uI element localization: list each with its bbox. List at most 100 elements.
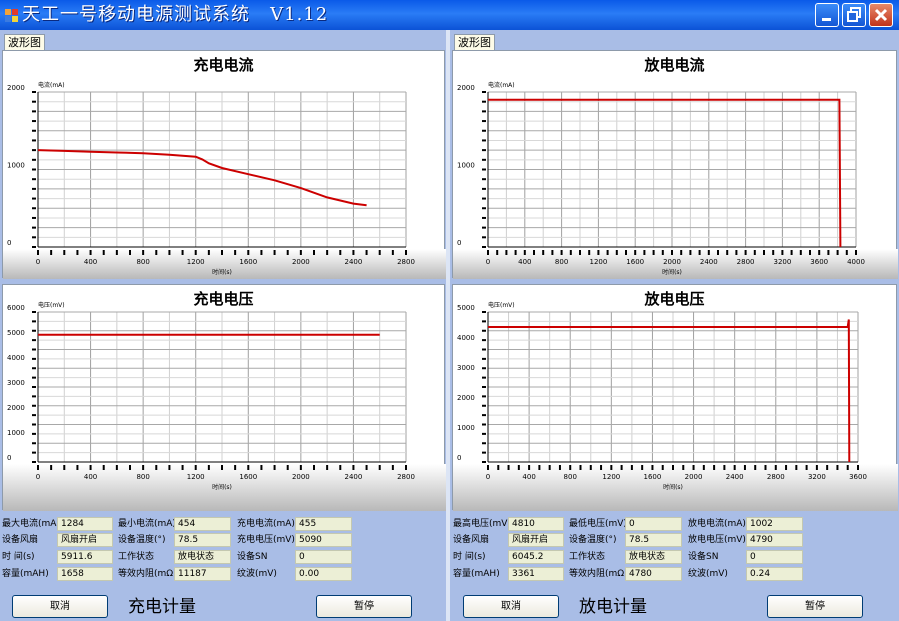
info-label: 最小电流(mA)	[118, 519, 176, 529]
x-tick-label: 1200	[589, 258, 607, 266]
info-value: 4810	[508, 517, 564, 531]
y-tick-label: 2000	[457, 84, 475, 92]
x-tick-label: 2800	[737, 258, 755, 266]
battery-app-icon	[5, 9, 18, 22]
info-label: 最低电压(mV)	[569, 519, 627, 529]
discharge-pause-button[interactable]: 暂停	[767, 595, 863, 618]
info-value: 0.00	[295, 567, 352, 581]
title-bar[interactable]: 天工一号移动电源测试系统 V1.12	[0, 0, 899, 30]
y-tick-label: 6000	[7, 304, 25, 312]
info-value: 放电状态	[174, 550, 231, 564]
info-label: 设备温度(°)	[118, 535, 166, 545]
x-tick-label: 0	[486, 473, 490, 481]
info-label: 最高电压(mV)	[453, 519, 511, 529]
y-axis-label: 电流(mA)	[488, 81, 515, 89]
x-axis-label: 时间(s)	[662, 268, 682, 276]
charge-cancel-button[interactable]: 取消	[12, 595, 108, 618]
y-tick-label: 2000	[7, 84, 25, 92]
x-axis-label: 时间(s)	[212, 268, 232, 276]
chart-title: 放电电流	[644, 56, 705, 74]
x-axis-label: 时间(s)	[212, 483, 232, 491]
tab-waveform[interactable]: 波形图	[4, 34, 45, 51]
y-axis-label: 电压(mV)	[38, 301, 65, 309]
x-tick-label: 1200	[187, 258, 205, 266]
info-label: 设备SN	[688, 552, 719, 562]
info-value: 1002	[746, 517, 803, 531]
x-tick-label: 1600	[239, 258, 257, 266]
charge-meter-label: 充电计量	[128, 597, 196, 617]
y-tick-label: 1000	[457, 162, 475, 170]
y-tick-label: 0	[457, 239, 461, 247]
x-tick-label: 800	[136, 258, 149, 266]
info-label: 等效内阻(mΩ)	[569, 569, 628, 579]
info-label: 设备风扇	[453, 535, 490, 545]
x-tick-label: 2000	[663, 258, 681, 266]
data-series-line	[37, 149, 367, 207]
close-button[interactable]	[869, 3, 893, 27]
x-tick-label: 400	[518, 258, 531, 266]
info-value: 风扇开启	[57, 533, 113, 547]
info-label: 纹波(mV)	[688, 569, 728, 579]
y-tick-label: 1000	[7, 162, 25, 170]
info-value: 放电状态	[625, 550, 682, 564]
minimize-button[interactable]	[815, 3, 839, 27]
x-tick-label: 400	[84, 258, 97, 266]
x-tick-label: 2400	[700, 258, 718, 266]
y-tick-label: 3000	[7, 379, 25, 387]
info-value: 4790	[746, 533, 803, 547]
info-value: 0	[295, 550, 352, 564]
info-value: 0	[746, 550, 803, 564]
charge-current-plot: 0 400 800 1200 1600 2000 2400 2800 2000 1000 0 电流(m…	[3, 81, 446, 279]
info-label: 纹波(mV)	[237, 569, 277, 579]
minimize-icon	[822, 18, 831, 21]
x-tick-label: 2800	[767, 473, 785, 481]
info-value: 0.24	[746, 567, 803, 581]
info-label: 工作状态	[569, 552, 606, 562]
info-value: 1284	[57, 517, 113, 531]
y-tick-label: 3000	[457, 364, 475, 372]
axis-band	[3, 464, 446, 511]
info-value: 风扇开启	[508, 533, 564, 547]
y-tick-label: 0	[7, 239, 11, 247]
x-tick-label: 400	[84, 473, 97, 481]
charge-pause-button[interactable]: 暂停	[316, 595, 412, 618]
y-axis-label: 电流(mA)	[38, 81, 65, 89]
data-series-line	[488, 319, 851, 463]
info-value: 454	[174, 517, 231, 531]
info-value: 0	[625, 517, 682, 531]
info-label: 放电电压(mV)	[688, 535, 746, 545]
discharge-current-plot: 0 400 800 1200 1600 2000 2400 2800 3200 3600 4000 2…	[453, 81, 898, 279]
x-axis-label: 时间(s)	[663, 483, 683, 491]
y-tick-label: 4000	[7, 354, 25, 362]
info-label: 工作状态	[118, 552, 155, 562]
info-value: 6045.2	[508, 550, 564, 564]
discharge-meter-label: 放电计量	[579, 597, 647, 617]
x-tick-label: 800	[555, 258, 568, 266]
info-label: 设备SN	[237, 552, 268, 562]
maximize-button[interactable]	[842, 3, 866, 27]
info-value: 5911.6	[57, 550, 113, 564]
x-tick-label: 800	[564, 473, 577, 481]
info-label: 充电电流(mA)	[237, 519, 295, 529]
chart-title: 充电电流	[193, 56, 254, 74]
x-tick-label: 1600	[626, 258, 644, 266]
y-tick-label: 2000	[457, 394, 475, 402]
discharge-cancel-button[interactable]: 取消	[463, 595, 559, 618]
y-tick-label: 4000	[457, 334, 475, 342]
charge-voltage-plot: 0 400 800 1200 1600 2000 2400 2800 6000 5000 4000 3…	[3, 301, 446, 511]
info-label: 时 间(s)	[2, 552, 35, 562]
x-tick-label: 3600	[849, 473, 867, 481]
x-tick-label: 2000	[292, 473, 310, 481]
x-tick-label: 2000	[292, 258, 310, 266]
x-tick-label: 3200	[773, 258, 791, 266]
x-tick-label: 400	[522, 473, 535, 481]
y-tick-label: 5000	[7, 329, 25, 337]
x-tick-label: 0	[486, 258, 490, 266]
x-tick-label: 0	[36, 473, 40, 481]
tab-waveform[interactable]: 波形图	[454, 34, 495, 51]
x-tick-label: 3200	[808, 473, 826, 481]
x-tick-label: 1600	[644, 473, 662, 481]
x-tick-label: 3600	[810, 258, 828, 266]
x-tick-label: 1200	[187, 473, 205, 481]
x-tick-label: 2400	[345, 258, 363, 266]
